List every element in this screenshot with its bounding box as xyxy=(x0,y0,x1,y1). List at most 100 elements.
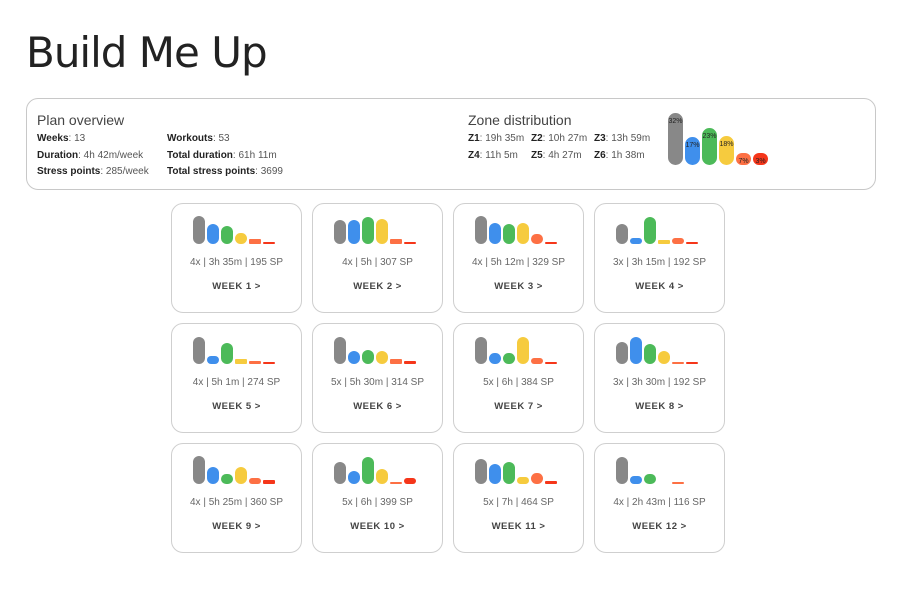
week-zone-bar-z3 xyxy=(644,474,656,484)
week-zone-bar-z2 xyxy=(207,467,219,484)
week-zone-bar-z3 xyxy=(362,217,374,244)
week-zone-bar-z4 xyxy=(658,240,670,244)
week-zone-bar-z4 xyxy=(235,359,247,364)
zone-z4-stat: Z4: 11h 5m xyxy=(468,150,518,161)
week-link[interactable]: WEEK 9 > xyxy=(212,521,261,532)
week-zone-bar-z1 xyxy=(193,337,205,364)
week-zone-bars xyxy=(616,214,706,244)
week-zone-bar-z2 xyxy=(489,353,501,364)
week-card[interactable]: 4x | 5h 1m | 274 SP WEEK 5 > xyxy=(171,323,302,433)
zone-z2-stat: Z2: 10h 27m xyxy=(531,133,588,144)
week-stats: 5x | 6h | 384 SP xyxy=(483,377,554,388)
zone-bar-z4 xyxy=(719,136,734,165)
week-stats: 4x | 5h 25m | 360 SP xyxy=(189,497,284,508)
week-card[interactable]: 4x | 5h | 307 SP WEEK 2 > xyxy=(312,203,443,313)
stat-weeks: Weeks: 13 xyxy=(37,133,86,144)
week-stats: 5x | 6h | 399 SP xyxy=(342,497,413,508)
week-link[interactable]: WEEK 8 > xyxy=(635,401,684,412)
zone-bar-label-z6: 3% xyxy=(755,158,766,165)
week-zone-bar-z3 xyxy=(503,224,515,244)
week-stats: 4x | 5h 12m | 329 SP xyxy=(471,257,566,268)
week-link[interactable]: WEEK 3 > xyxy=(494,281,543,292)
week-zone-bar-z5 xyxy=(249,478,261,484)
week-zone-bar-z5 xyxy=(672,238,684,244)
week-zone-bar-z1 xyxy=(616,224,628,244)
week-zone-bar-z1 xyxy=(334,462,346,484)
week-stats: 4x | 3h 35m | 195 SP xyxy=(189,257,284,268)
week-zone-bar-z2 xyxy=(630,238,642,244)
zone-bar-z1 xyxy=(668,113,683,165)
week-zone-bar-z5 xyxy=(672,482,684,484)
week-link[interactable]: WEEK 11 > xyxy=(491,521,546,532)
week-zone-bar-z2 xyxy=(348,220,360,244)
stat-duration: Duration: 4h 42m/week xyxy=(37,150,144,161)
week-zone-bar-z1 xyxy=(616,342,628,364)
zone-bar-z3 xyxy=(702,128,717,165)
week-stats: 4x | 5h | 307 SP xyxy=(342,257,413,268)
week-card[interactable]: 3x | 3h 30m | 192 SP WEEK 8 > xyxy=(594,323,725,433)
week-zone-bar-z1 xyxy=(475,337,487,364)
week-link[interactable]: WEEK 2 > xyxy=(353,281,402,292)
week-zone-bar-z2 xyxy=(207,356,219,364)
week-zone-bar-z4 xyxy=(658,351,670,364)
week-card[interactable]: 4x | 5h 12m | 329 SP WEEK 3 > xyxy=(453,203,584,313)
week-zone-bar-z2 xyxy=(630,476,642,484)
week-zone-bar-z5 xyxy=(531,234,543,244)
week-zone-bar-z1 xyxy=(193,456,205,484)
week-zone-bar-z4 xyxy=(517,337,529,364)
week-link[interactable]: WEEK 1 > xyxy=(212,281,261,292)
week-card[interactable]: 3x | 3h 15m | 192 SP WEEK 4 > xyxy=(594,203,725,313)
zone-z5-stat: Z5: 4h 27m xyxy=(531,150,582,161)
week-zone-bars xyxy=(475,454,565,484)
week-zone-bar-z4 xyxy=(376,469,388,484)
plan-overview-heading: Plan overview xyxy=(37,112,125,128)
week-zone-bars xyxy=(334,214,424,244)
week-zone-bar-z5 xyxy=(390,359,402,364)
week-zone-bars xyxy=(475,334,565,364)
week-zone-bar-z3 xyxy=(644,344,656,364)
zone-z6-stat: Z6: 1h 38m xyxy=(594,150,645,161)
week-zone-bar-z4 xyxy=(376,351,388,364)
week-zone-bar-z6 xyxy=(263,480,275,484)
week-link[interactable]: WEEK 5 > xyxy=(212,401,261,412)
week-zone-bar-z5 xyxy=(249,239,261,244)
week-zone-bars xyxy=(193,214,283,244)
week-stats: 4x | 5h 1m | 274 SP xyxy=(192,377,281,388)
stat-stress-points: Stress points: 285/week xyxy=(37,166,149,177)
week-card[interactable]: 5x | 6h | 399 SP WEEK 10 > xyxy=(312,443,443,553)
week-card[interactable]: 5x | 7h | 464 SP WEEK 11 > xyxy=(453,443,584,553)
stat-total-duration: Total duration: 61h 11m xyxy=(167,150,277,161)
zone-bar-z5 xyxy=(736,153,751,165)
zone-z3-stat: Z3: 13h 59m xyxy=(594,133,651,144)
week-card[interactable]: 4x | 2h 43m | 116 SP WEEK 12 > xyxy=(594,443,725,553)
week-card[interactable]: 4x | 3h 35m | 195 SP WEEK 1 > xyxy=(171,203,302,313)
week-link[interactable]: WEEK 12 > xyxy=(632,521,687,532)
week-zone-bars xyxy=(334,334,424,364)
week-card[interactable]: 5x | 6h | 384 SP WEEK 7 > xyxy=(453,323,584,433)
week-zone-bar-z3 xyxy=(503,462,515,484)
week-zone-bar-z1 xyxy=(334,220,346,244)
zone-distribution-bars: 32% 17% 23% 18% 7% 3% xyxy=(668,111,778,165)
week-zone-bar-z2 xyxy=(348,471,360,484)
week-card[interactable]: 5x | 5h 30m | 314 SP WEEK 6 > xyxy=(312,323,443,433)
week-zone-bars xyxy=(616,454,706,484)
week-link[interactable]: WEEK 10 > xyxy=(350,521,405,532)
week-stats: 4x | 2h 43m | 116 SP xyxy=(613,497,706,508)
week-link[interactable]: WEEK 6 > xyxy=(353,401,402,412)
week-stats: 3x | 3h 30m | 192 SP xyxy=(612,377,707,388)
week-zone-bars xyxy=(334,454,424,484)
week-zone-bar-z6 xyxy=(545,242,557,244)
week-link[interactable]: WEEK 4 > xyxy=(635,281,684,292)
week-link[interactable]: WEEK 7 > xyxy=(494,401,543,412)
week-zone-bar-z5 xyxy=(249,361,261,364)
zone-bar-label-z2: 17% xyxy=(685,142,700,149)
week-zone-bar-z3 xyxy=(503,353,515,364)
week-zone-bar-z5 xyxy=(390,239,402,244)
week-zone-bar-z2 xyxy=(489,223,501,244)
week-zone-bar-z6 xyxy=(545,481,557,484)
week-zone-bar-z3 xyxy=(221,226,233,244)
stat-workouts: Workouts: 53 xyxy=(167,133,230,144)
page-title: Build Me Up xyxy=(26,28,268,77)
week-card[interactable]: 4x | 5h 25m | 360 SP WEEK 9 > xyxy=(171,443,302,553)
week-zone-bar-z2 xyxy=(630,337,642,364)
